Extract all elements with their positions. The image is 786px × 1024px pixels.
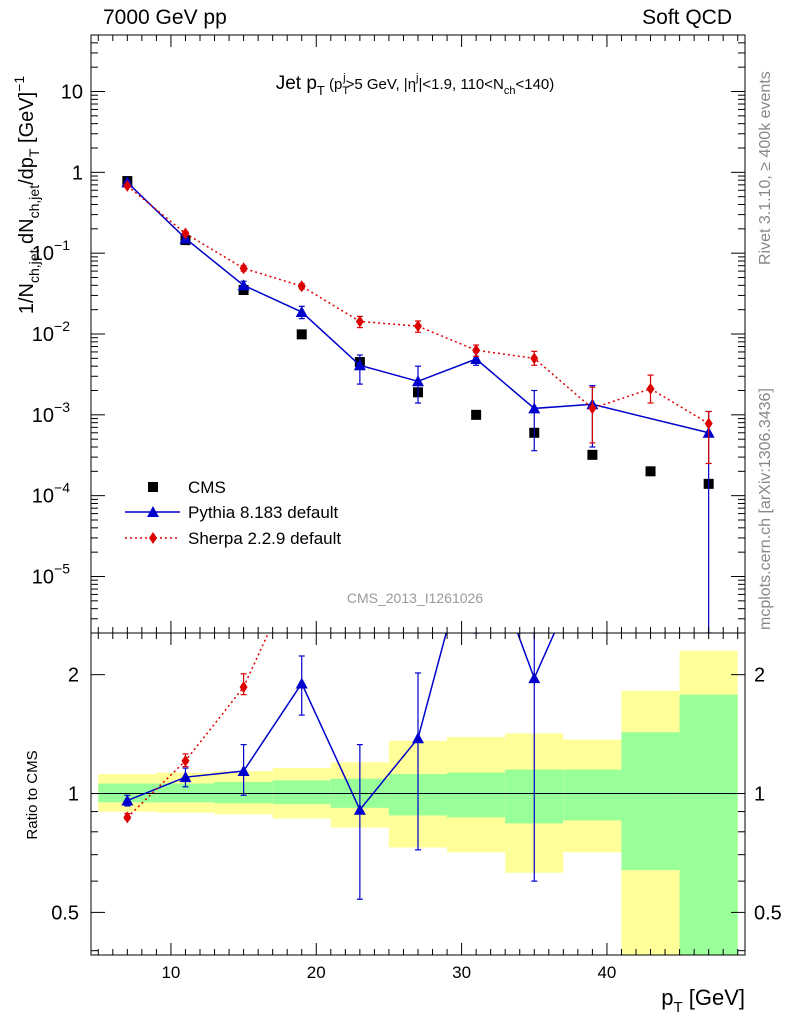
ratio-error-bar [415,672,421,851]
ratio-y-axis-label: Ratio to CMS [24,750,41,839]
ratio-point [353,803,366,815]
uncertainty-band-inner [621,732,680,871]
data-point [123,179,132,192]
y-tick-label: 10−2 [32,318,70,346]
ratio-line [126,633,270,818]
x-tick-label: 30 [452,963,471,982]
ratio-y-tick-label-right: 0.5 [754,902,782,924]
ratio-y-tick-label-right: 1 [754,784,765,806]
ratio-point [470,515,482,526]
legend-entry: CMS [148,478,226,497]
data-point [295,306,308,318]
data-point [528,402,541,414]
header-energy-label: 7000 GeV pp [103,6,227,29]
legend-marker [147,506,159,517]
x-tick-label: 40 [597,963,616,982]
ratio-series-sherpa [123,633,270,824]
data-point [530,352,539,365]
legend-label: Pythia 8.183 default [188,503,339,522]
ratio-point [239,681,248,694]
uncertainty-band-inner [679,694,738,955]
main-panel: CMS_2013_I1261026 10 1 10−1 10−2 10−3 10−4 10−… [11,34,746,634]
x-tick-label: 10 [161,963,180,982]
error-bar [589,386,596,444]
error-bar [531,389,538,452]
legend-label: Sherpa 2.2.9 default [188,529,341,548]
data-point [588,402,597,415]
series-pythia [121,176,715,633]
data-point [353,359,366,371]
x-tick-label: 20 [307,963,326,982]
plot-title: Jet pT (pTj>5 GeV, |ηj|<1.9, 110<Nch<140… [276,72,555,98]
data-point [704,417,713,430]
ratio-y-tick-label: 2 [68,665,79,687]
data-point [237,279,250,291]
legend-entry: Sherpa 2.2.9 default [125,529,341,548]
ratio-y-tick-label-right: 2 [754,665,765,687]
header-category-label: Soft QCD [642,6,732,29]
ratio-point [181,754,190,767]
data-point [239,262,248,275]
ratio-point [237,765,250,777]
data-point [355,315,364,328]
legend-entry: Pythia 8.183 default [125,503,339,522]
ratio-point [528,672,541,684]
ratio-point [295,677,308,689]
legend-marker [149,532,157,544]
ratio-point [123,811,132,824]
legend: CMS Pythia 8.183 default Sherpa 2.2.9 defa… [125,478,341,548]
data-point [181,227,190,240]
main-y-axis-label: 1/Nch,jet dNch,jet/dpT [GeV]−1 [11,76,42,314]
data-point [470,353,483,365]
uncertainty-band-inner [98,783,157,803]
data-point [587,449,598,460]
legend-marker [148,482,158,492]
ratio-point [412,732,424,744]
y-tick-label: 10−4 [32,480,70,508]
data-point [646,382,655,395]
ratio-error-bar [356,744,363,900]
ratio-series-pythia [121,515,556,900]
uncertainty-band-inner [272,780,331,805]
series-line [126,181,709,434]
ratio-y-tick-label: 0.5 [51,902,79,924]
data-point [471,409,482,420]
data-point [412,375,424,387]
data-point [645,466,656,477]
ratio-point [179,771,192,783]
ratio-panel: 0.5 0.5 1 1 2 2 10 20 30 40 Ratio to CMS pT [GeV… [24,515,782,1016]
data-point [414,320,422,333]
uncertainty-band-inner [447,772,506,818]
legend-label: CMS [188,478,226,497]
data-point [472,344,481,357]
uncertainty-band-inner [156,783,215,803]
data-point [296,329,307,340]
analysis-watermark: CMS_2013_I1261026 [347,590,483,606]
ratio-point [121,794,134,806]
ratio-y-tick-label: 1 [68,784,79,806]
y-tick-label: 10−1 [32,237,70,265]
series-sherpa [123,179,713,465]
data-point [297,280,306,293]
y-tick-label: 10 [61,82,83,104]
y-tick-label: 10−5 [32,560,70,588]
y-tick-label: 10−3 [32,399,70,427]
x-axis-label: pT [GeV] [661,985,745,1016]
y-tick-label: 1 [72,162,83,184]
uncertainty-band-inner [563,769,622,821]
